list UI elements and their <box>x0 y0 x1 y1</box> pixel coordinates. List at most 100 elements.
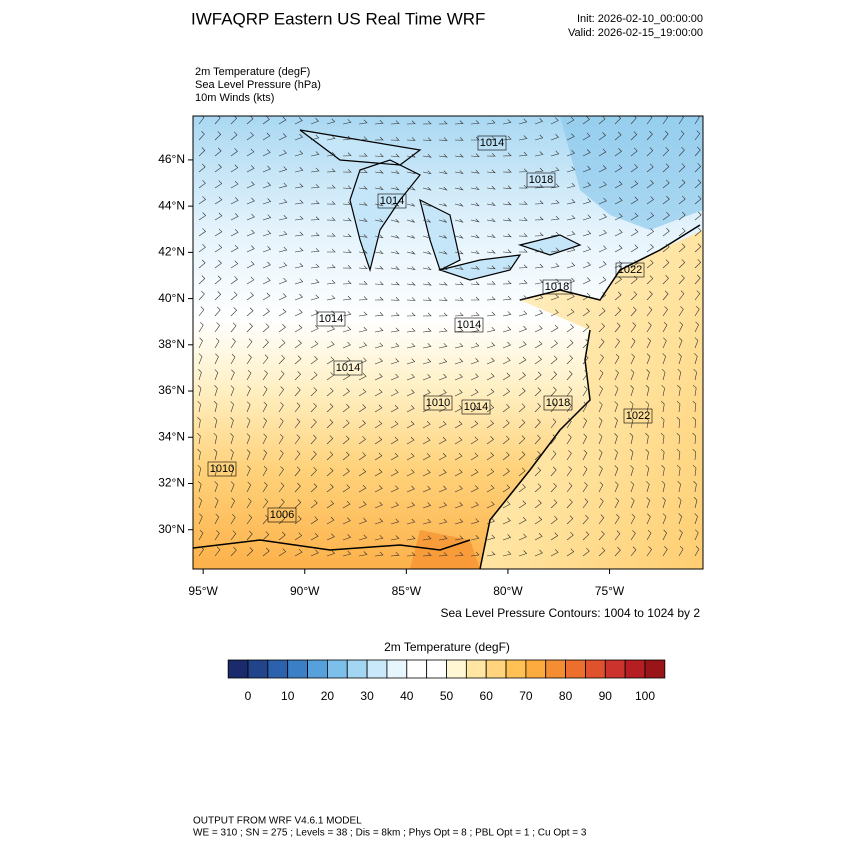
wind-barb <box>310 434 317 445</box>
wind-barb <box>246 547 254 557</box>
wind-barb <box>502 233 512 238</box>
wind-barb <box>678 290 685 301</box>
wind-barb <box>598 338 605 349</box>
wind-barb <box>518 550 528 557</box>
wind-barb <box>566 498 573 509</box>
wind-barb <box>374 551 384 557</box>
wind-barb <box>406 502 416 509</box>
contour-label: 1018 <box>545 281 569 293</box>
field-label: 10m Winds (kts) <box>195 92 274 104</box>
wind-barb <box>246 132 254 141</box>
wind-barb <box>358 551 368 557</box>
wind-barb <box>390 170 400 174</box>
colorbar-swatch <box>287 659 308 679</box>
wind-barb <box>310 117 320 125</box>
wind-barb <box>406 281 416 286</box>
wind-barb <box>534 200 544 205</box>
wind-barb <box>614 530 621 541</box>
wind-barb <box>598 401 603 413</box>
wind-barb <box>486 249 496 254</box>
wind-barb <box>518 118 528 125</box>
map-axes: 46°N 44°N 42°N 40°N 38°N 36°N 34°N 32°N 30°N 95°W… <box>158 152 625 598</box>
wind-barb <box>566 149 576 157</box>
wind-barb <box>630 337 636 349</box>
wind-barb <box>390 436 399 445</box>
wind-barb <box>534 134 544 141</box>
wind-barb <box>598 369 604 381</box>
wind-barb <box>230 369 235 381</box>
wind-barb <box>230 229 239 237</box>
wind-barb <box>614 369 619 381</box>
wind-barb <box>486 342 496 349</box>
wind-barb <box>582 132 591 141</box>
title: IWFAQRP Eastern US Real Time WRF <box>191 9 485 28</box>
wind-barb <box>470 436 479 445</box>
wind-barb <box>598 132 606 141</box>
wind-barb <box>470 420 479 429</box>
wind-barb <box>230 148 238 157</box>
wind-barb <box>502 311 512 317</box>
wind-barb <box>358 280 368 285</box>
wind-barb <box>406 266 416 271</box>
wind-barb <box>214 513 220 525</box>
wind-barb <box>694 146 701 157</box>
wind-barb <box>326 168 336 173</box>
wind-barb <box>422 373 432 381</box>
wind-barb <box>645 385 650 397</box>
wind-barb <box>486 420 495 429</box>
wind-barb <box>630 530 636 541</box>
wind-barb <box>342 280 352 285</box>
wind-barb <box>502 169 512 173</box>
wind-barb <box>374 468 383 477</box>
wind-barb <box>358 169 368 174</box>
wind-barb <box>358 311 368 317</box>
wind-barb <box>550 466 557 477</box>
colorbar-swatch <box>247 659 269 679</box>
wind-barb <box>406 250 416 255</box>
wind-barb <box>358 185 368 190</box>
wind-barb <box>470 218 480 223</box>
wind-barb <box>278 182 288 189</box>
wind-barb <box>454 485 463 493</box>
wind-barb <box>630 322 637 333</box>
wind-barb <box>677 480 681 493</box>
wind-barb <box>629 417 634 429</box>
wind-barb <box>438 266 448 271</box>
wind-barb <box>198 353 203 365</box>
wind-barb <box>198 243 206 253</box>
wind-barb <box>518 516 527 525</box>
wind-barb <box>294 515 302 525</box>
wind-barb <box>422 453 431 461</box>
footer-line: OUTPUT FROM WRF V4.6.1 MODEL <box>193 816 362 827</box>
wind-barb <box>262 149 271 157</box>
wind-barb <box>406 186 416 191</box>
wind-barb <box>390 485 399 493</box>
wind-barb <box>214 546 221 557</box>
wind-barb <box>262 482 268 493</box>
wind-barb <box>630 116 637 125</box>
wind-barb <box>534 248 544 253</box>
wind-barb <box>614 213 623 221</box>
wind-barb <box>598 481 604 493</box>
wind-barb <box>694 513 698 525</box>
lon-tick-label: 85°W <box>392 584 422 598</box>
field-label: Sea Level Pressure (hPa) <box>195 79 321 91</box>
wind-barb <box>502 388 511 397</box>
wind-barb <box>470 120 480 125</box>
wind-barb <box>662 306 668 317</box>
wind-barb <box>374 388 383 397</box>
wind-barb <box>582 465 588 477</box>
wind-barb <box>422 327 432 333</box>
wind-barb <box>213 401 218 413</box>
wind-barb <box>438 469 447 477</box>
wind-barb <box>582 198 592 205</box>
wind-barb <box>486 281 496 285</box>
wind-barb <box>534 216 544 221</box>
wind-barb <box>486 136 496 141</box>
contour-labels: 1014 1018 1014 1022 1018 1014 1014 1014 1010 1014… <box>207 135 653 523</box>
wind-barb <box>214 322 221 333</box>
wind-barb <box>582 292 591 301</box>
wind-barb <box>598 323 606 333</box>
wind-barb <box>246 530 253 541</box>
colorbar-swatch <box>465 659 487 679</box>
